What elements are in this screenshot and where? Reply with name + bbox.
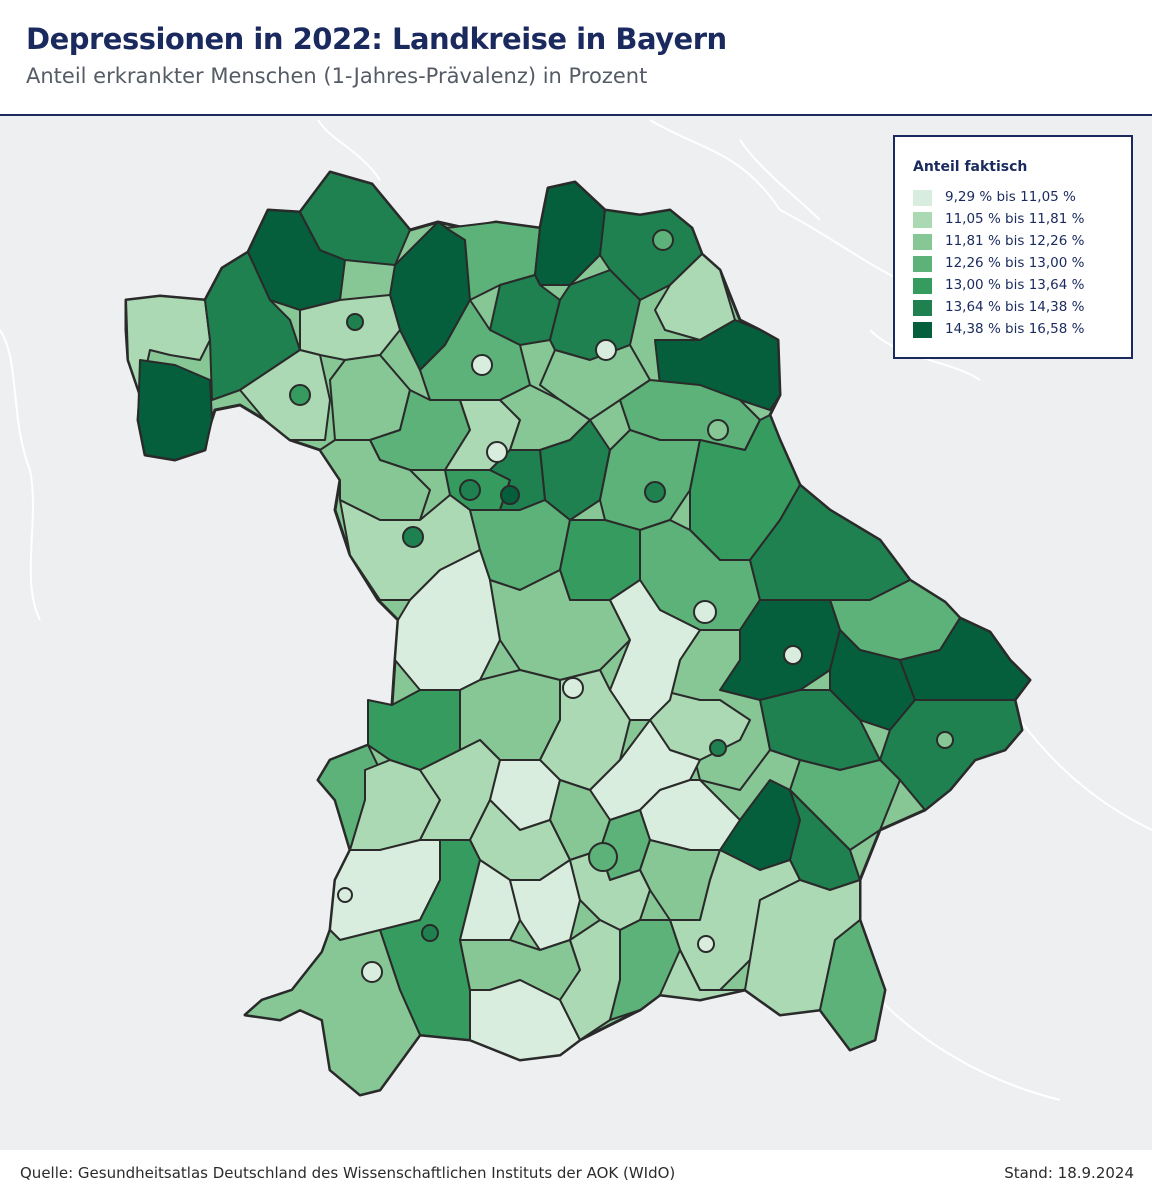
map-area xyxy=(0,116,1152,1150)
city-district xyxy=(562,677,584,699)
legend-swatch xyxy=(913,322,932,338)
city-district xyxy=(652,229,674,251)
map-title: Depressionen in 2022: Landkreise in Baye… xyxy=(26,22,727,56)
header-divider xyxy=(0,114,1152,116)
city-district xyxy=(459,479,481,501)
legend-title: Anteil faktisch xyxy=(913,159,1028,175)
city-district xyxy=(361,961,383,983)
city-district xyxy=(783,645,803,665)
legend-swatch xyxy=(913,234,932,250)
footer: Quelle: Gesundheitsatlas Deutschland des… xyxy=(0,1150,1152,1200)
neighbour-borders xyxy=(0,119,1152,1101)
legend-label: 13,64 % bis 14,38 % xyxy=(945,299,1085,315)
legend-item: 14,38 % bis 16,58 % xyxy=(913,320,1128,340)
city-district xyxy=(595,339,617,361)
city-district xyxy=(346,313,364,331)
district-region xyxy=(369,389,471,471)
city-district xyxy=(707,419,729,441)
legend-swatch xyxy=(913,256,932,272)
legend-item: 13,00 % bis 13,64 % xyxy=(913,276,1128,296)
source-note: Quelle: Gesundheitsatlas Deutschland des… xyxy=(20,1164,676,1182)
city-district xyxy=(709,739,727,757)
district-region xyxy=(239,349,331,441)
district-region xyxy=(609,579,701,721)
legend-label: 11,81 % bis 12,26 % xyxy=(945,233,1085,249)
city-district xyxy=(402,526,424,548)
legend-swatch xyxy=(913,190,932,206)
district-region xyxy=(599,429,701,531)
city-district xyxy=(486,441,508,463)
legend-label: 13,00 % bis 13,64 % xyxy=(945,277,1085,293)
legend-item: 9,29 % bis 11,05 % xyxy=(913,188,1128,208)
city-district xyxy=(644,481,666,503)
district-region xyxy=(819,919,886,1051)
legend-label: 12,26 % bis 13,00 % xyxy=(945,255,1085,271)
legend-label: 9,29 % bis 11,05 % xyxy=(945,189,1076,205)
map-subtitle: Anteil erkrankter Menschen (1-Jahres-Prä… xyxy=(26,64,648,88)
legend: Anteil faktisch 9,29 % bis 11,05 % 11,05… xyxy=(893,135,1133,359)
city-district xyxy=(289,384,311,406)
city-district xyxy=(588,842,618,872)
legend-swatch xyxy=(913,300,932,316)
legend-item: 11,81 % bis 12,26 % xyxy=(913,232,1128,252)
district-region xyxy=(137,359,213,461)
legend-item: 13,64 % bis 14,38 % xyxy=(913,298,1128,318)
legend-label: 14,38 % bis 16,58 % xyxy=(945,321,1085,337)
legend-swatch xyxy=(913,278,932,294)
city-district xyxy=(936,731,954,749)
city-district xyxy=(421,924,439,942)
city-district xyxy=(500,485,520,505)
district-region xyxy=(509,859,581,951)
city-districts xyxy=(289,229,954,983)
city-district xyxy=(337,887,353,903)
city-district xyxy=(697,935,715,953)
header: Depressionen in 2022: Landkreise in Baye… xyxy=(0,0,1152,116)
district-region xyxy=(299,171,411,266)
district-region xyxy=(469,979,581,1061)
district-region xyxy=(125,295,211,396)
legend-item: 12,26 % bis 13,00 % xyxy=(913,254,1128,274)
city-district xyxy=(471,354,493,376)
city-district xyxy=(693,600,717,624)
bavaria-map xyxy=(0,119,1152,1101)
district-region xyxy=(659,949,746,1001)
legend-label: 11,05 % bis 11,81 % xyxy=(945,211,1085,227)
date-note: Stand: 18.9.2024 xyxy=(1004,1164,1134,1182)
legend-item: 11,05 % bis 11,81 % xyxy=(913,210,1128,230)
legend-swatch xyxy=(913,212,932,228)
